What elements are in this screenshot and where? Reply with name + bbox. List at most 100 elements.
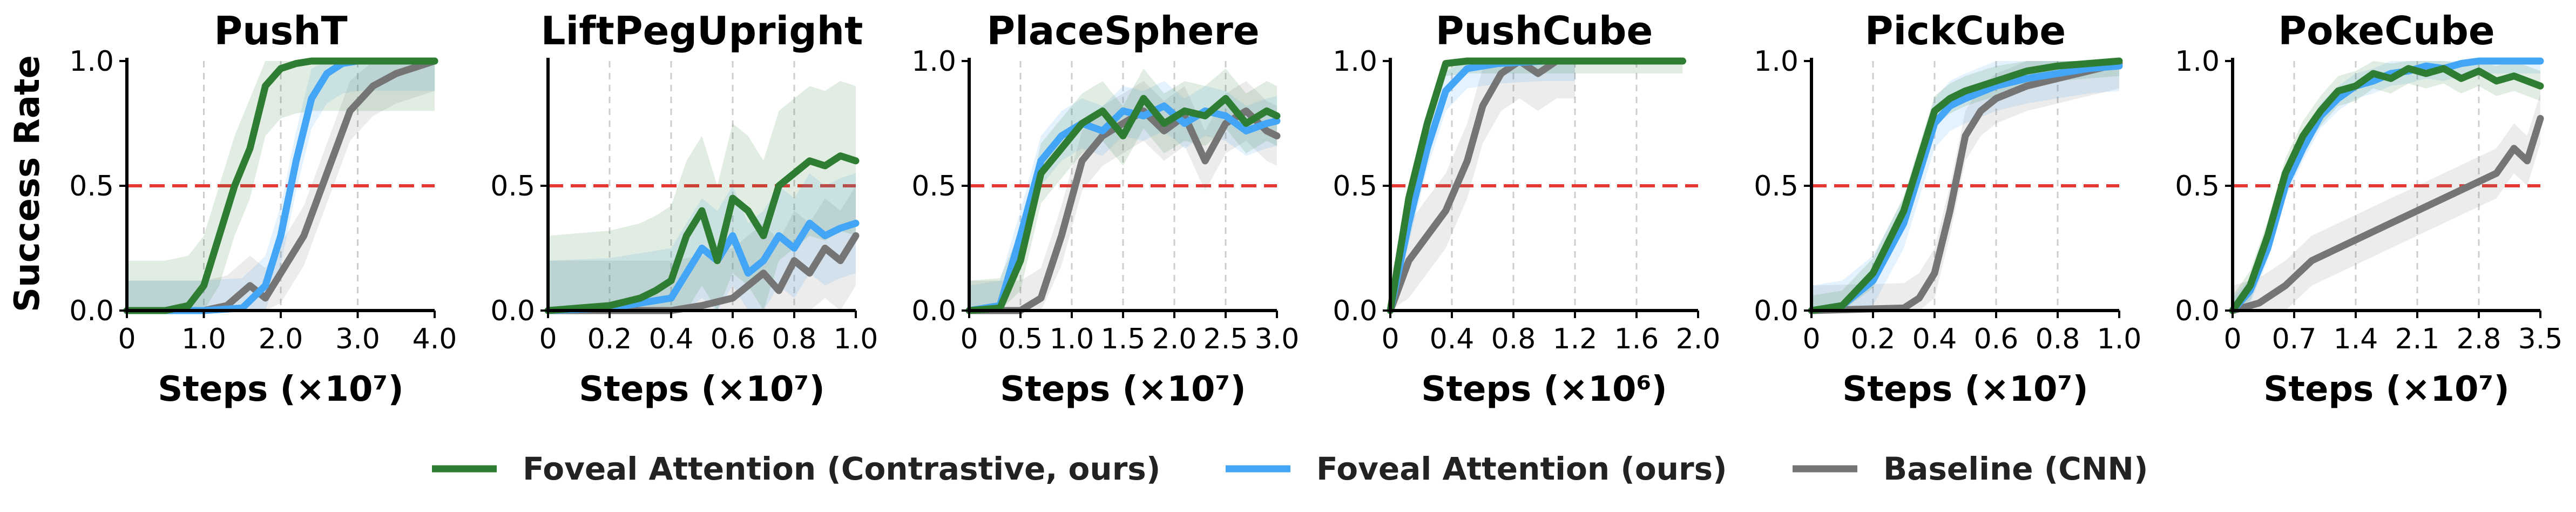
x-tick-label: 0.8 (772, 323, 817, 355)
chart-title: PokeCube (2278, 8, 2494, 53)
y-tick-label: 1.0 (1333, 45, 1377, 78)
confidence-band (548, 186, 856, 311)
x-axis-label: Steps (×10⁷) (1000, 369, 1246, 409)
series-line-green (965, 95, 1281, 314)
series-line-green (1808, 57, 2123, 314)
legend-label: Foveal Attention (ours) (1316, 450, 1727, 487)
x-tick-label: 0 (118, 323, 136, 355)
x-tick-label: 0.7 (2272, 323, 2317, 355)
y-tick-label: 0.5 (490, 170, 535, 203)
series-line-green (544, 152, 860, 314)
x-axis-label: Steps (×10⁷) (579, 369, 825, 409)
x-tick-label: 0.6 (1974, 323, 2019, 355)
series-line-green (2229, 65, 2544, 314)
x-tick-label: 2.0 (1152, 323, 1197, 355)
chart-panel: 0 1.0 2.0 3.0 4.0 0.0 0.5 1.0 PushT Steps (×10⁷) (69, 8, 457, 409)
chart-panel: 0 0.2 0.4 0.6 0.8 1.0 0.0 0.5 1.0 PickCube Steps (… (1754, 8, 2141, 409)
series-line-gray (2229, 114, 2544, 314)
x-tick-label: 0.6 (711, 323, 755, 355)
legend-label: Baseline (CNN) (1883, 450, 2148, 487)
confidence-band (969, 68, 1277, 311)
x-tick-label: 3.0 (335, 323, 380, 355)
chart-title: PlaceSphere (986, 8, 1259, 53)
y-tick-label: 0.5 (1333, 170, 1377, 203)
x-tick-label: 1.2 (1553, 323, 1598, 355)
y-tick-label: 0.0 (490, 295, 535, 327)
x-tick-label: 2.1 (2395, 323, 2440, 355)
x-tick-label: 0.8 (1491, 323, 1536, 355)
y-tick-label: 0.0 (911, 295, 956, 327)
x-tick-label: 2.5 (1204, 323, 1248, 355)
confidence-band (127, 61, 435, 311)
chart-title: PickCube (1865, 8, 2066, 53)
x-tick-label: 2.8 (2457, 323, 2501, 355)
confidence-band (2233, 93, 2540, 311)
chart-panel: 0 0.7 1.4 2.1 2.8 3.5 0.0 0.5 1.0 PokeCube Steps (… (2175, 8, 2563, 409)
x-tick-label: 1.0 (1050, 323, 1094, 355)
x-axis-label: Steps (×10⁷) (2263, 369, 2510, 409)
x-tick-label: 3.5 (2518, 323, 2563, 355)
chart-title: LiftPegUpright (541, 8, 863, 53)
x-axis-label: Steps (×10⁷) (1842, 369, 2088, 409)
x-tick-label: 1.0 (181, 323, 226, 355)
y-tick-label: 0.5 (2175, 170, 2220, 203)
y-tick-label: 0.0 (69, 295, 114, 327)
series-line-green (1387, 57, 1686, 314)
y-tick-label: 0.0 (2175, 295, 2220, 327)
y-tick-label: 1.0 (69, 45, 114, 78)
x-tick-label: 0.4 (1430, 323, 1475, 355)
chart-title: PushCube (1436, 8, 1653, 53)
confidence-band (969, 81, 1277, 311)
chart-panel: 0 0.5 1.0 1.5 2.0 2.5 3.00.00.51.0PlaceSphereS… (911, 8, 1299, 409)
confidence-band (969, 81, 1277, 311)
y-tick-label: 1.0 (1754, 45, 1799, 78)
x-tick-label: 1.0 (2097, 323, 2142, 355)
legend-item: Foveal Attention (ours) (1226, 450, 1727, 487)
confidence-band (127, 61, 435, 311)
confidence-band (548, 81, 856, 311)
legend: Foveal Attention (Contrastive, ours) Fove… (432, 450, 2148, 487)
x-tick-label: 0 (1381, 323, 1399, 355)
legend-label: Foveal Attention (Contrastive, ours) (523, 450, 1160, 487)
x-tick-label: 0.4 (649, 323, 694, 355)
y-tick-label: 0.5 (1754, 170, 1799, 203)
y-tick-label: 1.0 (911, 45, 956, 78)
x-tick-label: 1.5 (1101, 323, 1146, 355)
x-axis-label: Steps (×10⁶) (1421, 369, 1667, 409)
legend-item: Foveal Attention (Contrastive, ours) (432, 450, 1160, 487)
x-tick-label: 0.8 (2036, 323, 2080, 355)
x-tick-label: 0.5 (998, 323, 1043, 355)
x-tick-label: 3.0 (1255, 323, 1300, 355)
x-tick-label: 1.0 (834, 323, 878, 355)
legend-item: Baseline (CNN) (1793, 450, 2148, 487)
y-tick-label: 0.5 (69, 170, 114, 203)
y-axis-label: Success Rate (8, 55, 48, 312)
y-tick-label: 0.0 (1754, 295, 1799, 327)
chart-panel: 0 0.2 0.4 0.6 0.8 1.0 0.0 0.5 LiftPegUpright Step… (490, 8, 878, 409)
x-tick-label: 0 (960, 323, 978, 355)
x-tick-label: 2.0 (1676, 323, 1721, 355)
y-tick-label: 0.5 (911, 170, 956, 203)
x-tick-label: 0 (2223, 323, 2241, 355)
series-line-gray (1808, 60, 2123, 314)
x-axis-label: Steps (×10⁷) (158, 369, 404, 409)
x-tick-label: 0 (539, 323, 557, 355)
x-tick-label: 0 (1802, 323, 1820, 355)
x-tick-label: 0.4 (1912, 323, 1957, 355)
confidence-band (1390, 61, 1575, 311)
confidence-band (1811, 61, 2119, 311)
x-tick-label: 2.0 (259, 323, 303, 355)
confidence-band (127, 61, 435, 311)
x-tick-label: 4.0 (413, 323, 457, 355)
x-tick-label: 1.6 (1614, 323, 1659, 355)
x-tick-label: 1.4 (2334, 323, 2378, 355)
chart-title: PushT (214, 8, 347, 53)
y-tick-label: 0.0 (1333, 295, 1377, 327)
y-tick-label: 1.0 (2175, 45, 2220, 78)
series-line-gray (544, 232, 860, 314)
confidence-band (548, 173, 856, 311)
x-tick-label: 0.2 (1851, 323, 1896, 355)
series-line-blue (1808, 62, 2123, 314)
